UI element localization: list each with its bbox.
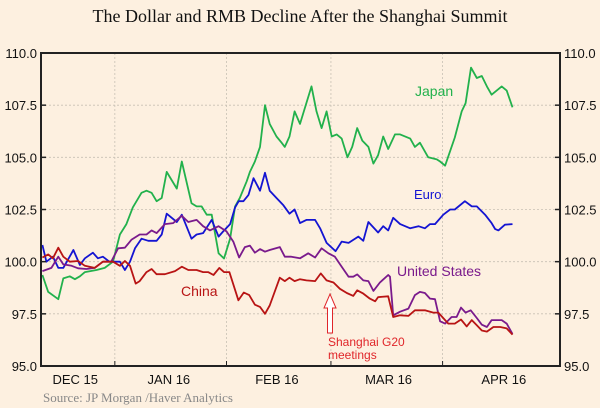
- y-tick-label-right: 107.5: [564, 98, 597, 113]
- y-tick-label-left: 102.5: [4, 203, 37, 218]
- series-line-japan: [41, 66, 514, 301]
- y-tick-label-right: 97.5: [564, 307, 589, 322]
- y-tick-label-right: 110.0: [564, 46, 596, 61]
- source-note: Source: JP Morgan /Haver Analytics: [43, 390, 233, 405]
- y-tick-label-right: 105.0: [564, 150, 597, 165]
- x-tick-label: APR 16: [481, 372, 526, 387]
- series-label-china: China: [181, 283, 218, 299]
- x-tick-label: FEB 16: [255, 372, 298, 387]
- annotation-line1: Shanghai G20: [328, 335, 405, 349]
- y-tick-label-right: 95.0: [564, 359, 589, 374]
- y-tick-label-left: 107.5: [4, 98, 37, 113]
- y-tick-label-left: 97.5: [12, 307, 37, 322]
- annotation-line2: meetings: [328, 348, 377, 362]
- x-tick-label: MAR 16: [365, 372, 412, 387]
- y-tick-label-left: 110.0: [5, 46, 37, 61]
- series-label-united-states: United States: [397, 263, 481, 279]
- chart-title: The Dollar and RMB Decline After the Sha…: [92, 6, 508, 26]
- series-line-united-states: [42, 214, 514, 335]
- arrow-up-icon: [323, 292, 337, 334]
- x-tick-label: JAN 16: [148, 372, 191, 387]
- series-line-china: [41, 246, 514, 336]
- series-line-euro: [41, 171, 513, 271]
- y-tick-label-left: 105.0: [4, 150, 37, 165]
- y-tick-label-right: 102.5: [564, 203, 597, 218]
- x-tick-label: DEC 15: [52, 372, 98, 387]
- y-tick-label-right: 100.0: [564, 255, 597, 270]
- series-label-euro: Euro: [414, 187, 441, 202]
- y-tick-label-left: 100.0: [4, 255, 37, 270]
- y-tick-label-left: 95.0: [12, 359, 37, 374]
- series-label-japan: Japan: [415, 83, 453, 99]
